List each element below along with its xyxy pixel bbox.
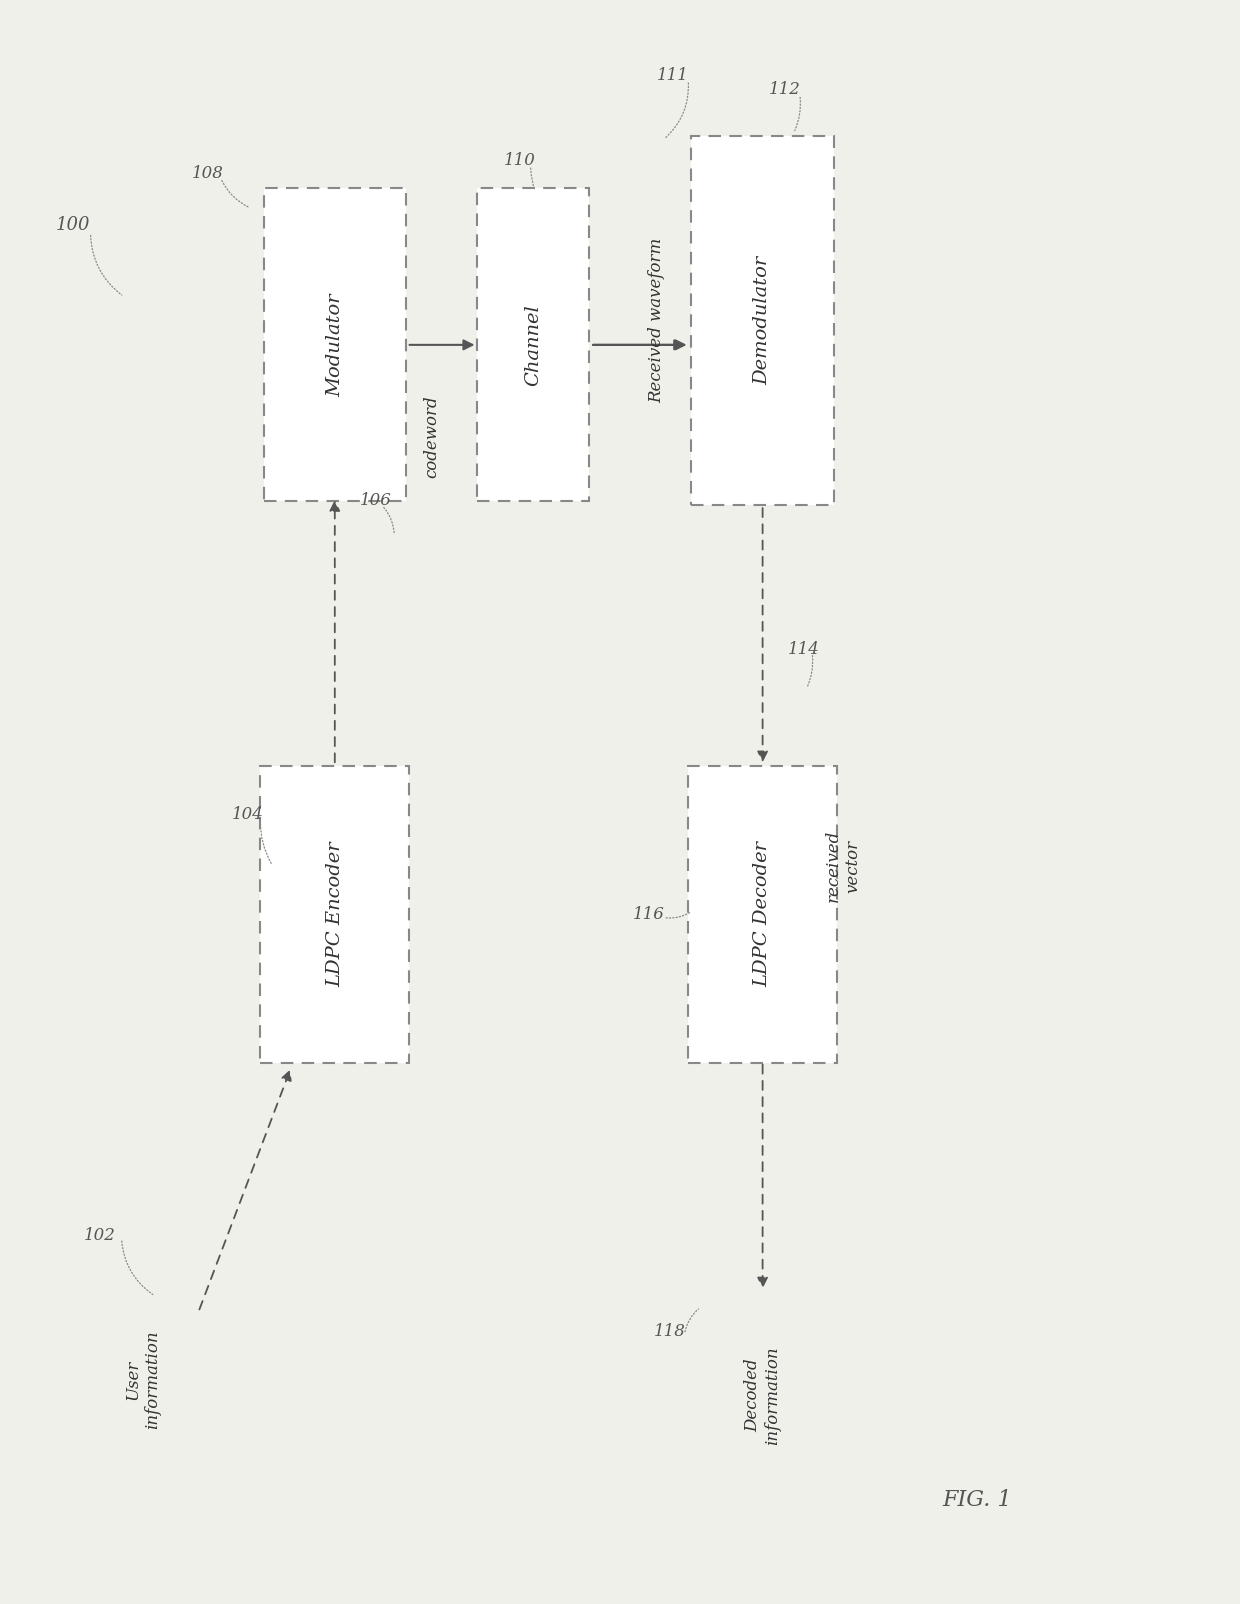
Text: 110: 110 bbox=[503, 152, 536, 168]
Text: codeword: codeword bbox=[423, 395, 440, 478]
Text: 102: 102 bbox=[84, 1227, 117, 1243]
Text: received
vector: received vector bbox=[825, 829, 862, 903]
Text: 108: 108 bbox=[192, 165, 224, 181]
Text: Demodulator: Demodulator bbox=[754, 257, 771, 385]
Text: 100: 100 bbox=[56, 215, 91, 234]
Text: 114: 114 bbox=[787, 642, 820, 658]
Text: LDPC Decoder: LDPC Decoder bbox=[754, 840, 771, 988]
Text: User
information: User information bbox=[124, 1330, 161, 1429]
FancyBboxPatch shape bbox=[692, 136, 833, 505]
FancyBboxPatch shape bbox=[260, 767, 409, 1062]
Text: 118: 118 bbox=[653, 1323, 686, 1339]
Text: Modulator: Modulator bbox=[326, 294, 343, 396]
FancyBboxPatch shape bbox=[688, 767, 837, 1062]
FancyBboxPatch shape bbox=[263, 188, 407, 500]
Text: Decoded
information: Decoded information bbox=[744, 1346, 781, 1445]
Text: Received waveform: Received waveform bbox=[649, 237, 666, 404]
Text: 111: 111 bbox=[657, 67, 689, 83]
Text: Channel: Channel bbox=[525, 305, 542, 385]
Text: 112: 112 bbox=[769, 82, 801, 98]
Text: 106: 106 bbox=[360, 492, 392, 508]
Text: LDPC Encoder: LDPC Encoder bbox=[326, 842, 343, 986]
Text: 116: 116 bbox=[632, 906, 665, 922]
Text: 104: 104 bbox=[232, 807, 264, 823]
Text: FIG. 1: FIG. 1 bbox=[942, 1489, 1012, 1511]
FancyBboxPatch shape bbox=[477, 188, 589, 500]
